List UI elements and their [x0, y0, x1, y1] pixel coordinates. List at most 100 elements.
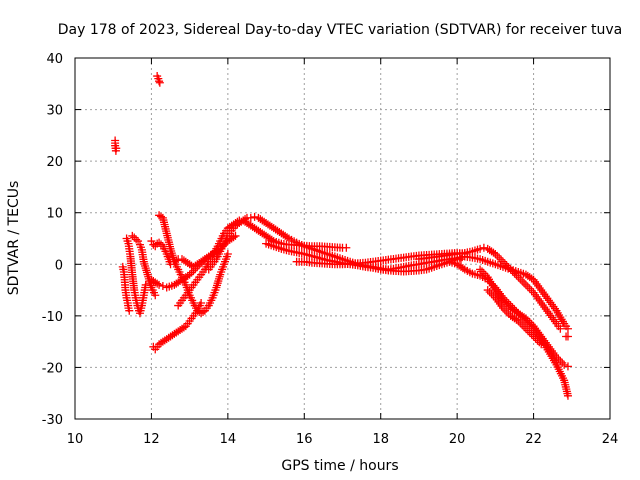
data-point	[147, 237, 156, 246]
data-point	[495, 253, 504, 262]
data-point	[523, 282, 532, 291]
data-point	[476, 265, 485, 274]
data-point	[502, 300, 511, 309]
data-point	[512, 271, 521, 280]
chart-title: Day 178 of 2023, Sidereal Day-to-day VTE…	[58, 22, 622, 38]
x-tick-label: 22	[525, 432, 542, 447]
data-point	[231, 231, 240, 240]
data-point	[558, 358, 567, 367]
series-trace-2	[122, 234, 150, 318]
data-point	[499, 257, 507, 266]
data-point	[531, 334, 540, 343]
data-point	[342, 243, 351, 252]
data-point	[535, 338, 544, 347]
data-point	[458, 264, 467, 273]
data-point	[125, 306, 134, 315]
data-point	[556, 324, 565, 333]
plot-frame	[74, 57, 611, 420]
data-point	[206, 251, 215, 260]
data-point	[479, 243, 488, 252]
data-point	[187, 268, 196, 277]
data-point	[155, 77, 164, 86]
data-point	[155, 280, 164, 289]
data-point	[563, 391, 572, 400]
y-tick-label: 30	[46, 104, 63, 119]
y-tick-label: 0	[55, 258, 63, 273]
data-point	[560, 360, 569, 369]
series-outliers-b	[153, 72, 164, 87]
data-point	[502, 261, 511, 270]
data-point	[510, 269, 519, 278]
data-point	[525, 328, 534, 337]
y-tick-label: 20	[46, 155, 63, 170]
data-point	[529, 332, 538, 341]
y-tick-label: -10	[42, 310, 63, 325]
y-tick-labels: -30 -20 -10 0 10 20 30 40	[42, 52, 63, 428]
y-tick-label: -20	[42, 361, 63, 376]
series-trace-3	[128, 231, 160, 300]
series-trace-16	[483, 286, 546, 349]
data-point	[523, 326, 532, 335]
x-tick-label: 20	[449, 432, 466, 447]
y-tick-label: -30	[42, 413, 63, 428]
data-point	[527, 286, 536, 295]
data-point	[521, 280, 530, 289]
data-point	[525, 318, 534, 327]
data-point	[481, 271, 490, 280]
data-point	[537, 340, 546, 349]
x-tick-label: 12	[143, 432, 160, 447]
data-point	[489, 291, 498, 300]
x-axis-label: GPS time / hours	[281, 458, 398, 474]
data-point	[554, 355, 563, 364]
data-point	[527, 330, 536, 339]
data-point	[500, 306, 509, 315]
data-point	[552, 353, 561, 362]
series-trace-13	[414, 243, 565, 333]
data-point	[508, 267, 517, 276]
data-point	[223, 249, 232, 258]
data-point	[132, 235, 141, 244]
data-point	[504, 263, 513, 272]
data-point	[197, 298, 206, 307]
data-point	[563, 362, 572, 371]
x-tick-label: 14	[220, 432, 237, 447]
data-point	[476, 244, 485, 253]
data-point	[179, 323, 188, 332]
data-point	[153, 279, 162, 288]
x-tick-label: 10	[67, 432, 84, 447]
data-point	[229, 233, 238, 242]
data-point	[155, 78, 164, 87]
data-point	[241, 215, 250, 224]
data-point	[477, 267, 486, 276]
data-point	[523, 316, 532, 325]
x-tick-labels: 10 12 14 16 18 20 22 24	[67, 432, 619, 447]
data-point	[521, 324, 530, 333]
data-point	[527, 274, 536, 283]
data-point	[134, 237, 143, 246]
data-point	[151, 291, 160, 300]
series-trace-4	[147, 237, 175, 269]
data-point	[518, 277, 527, 286]
data-point	[533, 336, 542, 345]
data-point	[525, 284, 534, 293]
data-point	[520, 278, 529, 287]
data-point	[500, 259, 509, 268]
data-point	[479, 269, 488, 278]
data-point	[155, 238, 164, 247]
data-point	[246, 213, 255, 222]
series-trace-17	[562, 332, 572, 341]
y-tick-label: 40	[46, 52, 63, 67]
data-point	[516, 318, 525, 327]
data-point	[563, 324, 572, 333]
data-point	[250, 212, 259, 221]
data-point	[521, 314, 530, 323]
data-point	[493, 251, 502, 260]
data-point	[185, 270, 194, 279]
data-point	[556, 356, 565, 365]
x-tick-label: 24	[602, 432, 619, 447]
data-point	[516, 275, 525, 284]
series-trace-1	[118, 262, 134, 315]
data-point	[487, 289, 496, 298]
data-point	[128, 231, 137, 240]
